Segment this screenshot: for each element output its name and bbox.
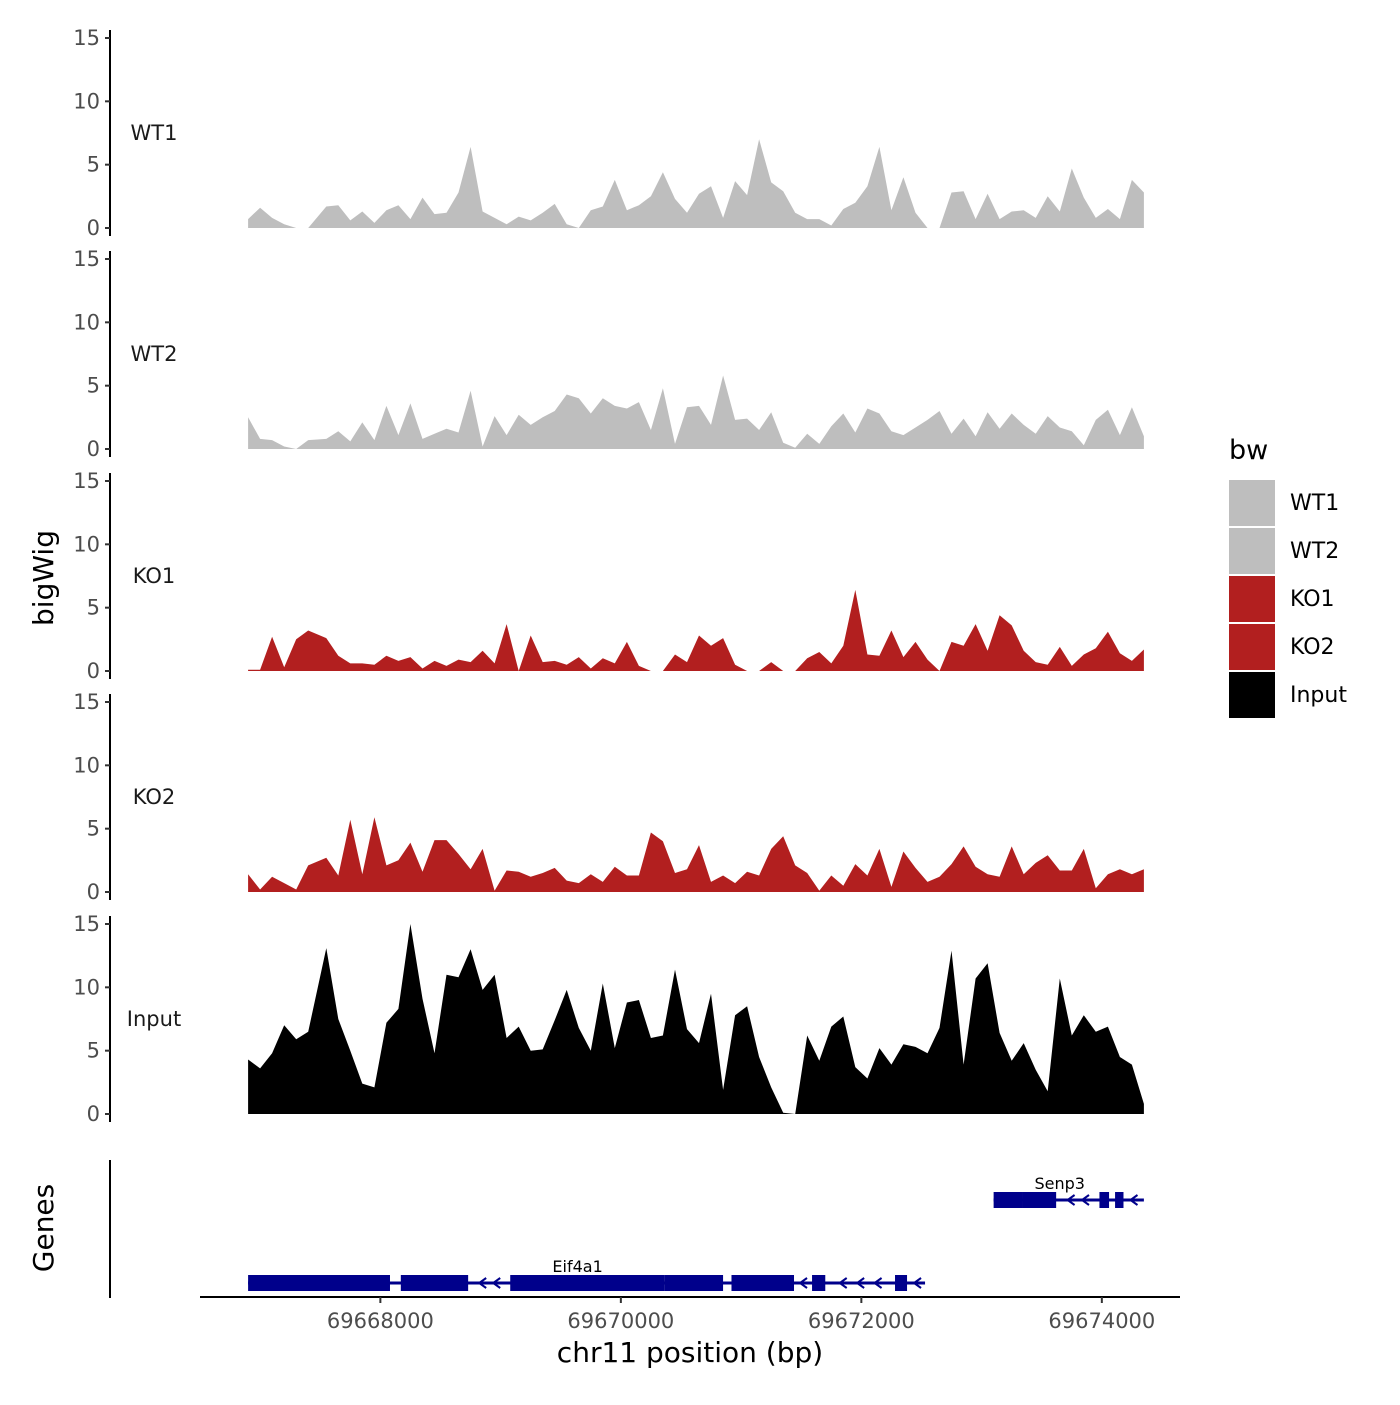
gene-senp3: Senp3 bbox=[993, 1174, 1144, 1208]
track-ko1: 0 5 10 15 KO1 bbox=[73, 469, 1144, 683]
gene-label: Eif4a1 bbox=[552, 1257, 602, 1276]
x-tick-label: 69670000 bbox=[567, 1309, 674, 1333]
legend-swatch bbox=[1229, 528, 1275, 574]
coverage-area-input bbox=[248, 924, 1144, 1114]
coverage-area-ko2 bbox=[248, 817, 1144, 892]
track-input: 0 5 10 15 Input bbox=[73, 912, 1144, 1126]
y-tick-label: 5 bbox=[87, 1039, 100, 1063]
y-tick-label: 0 bbox=[87, 437, 100, 461]
coverage-area-wt2 bbox=[248, 375, 1144, 449]
tracks-panel: 0 5 10 15 WT1 0 5 10 15 WT2 0 5 10 15 KO1 0 5 10 15 KO2 0 5 10… bbox=[73, 26, 1144, 1126]
track-wt1: 0 5 10 15 WT1 bbox=[73, 26, 1144, 240]
x-axis: 69668000 69670000 69672000 69674000 bbox=[200, 1296, 1180, 1333]
y-tick-label: 15 bbox=[73, 26, 100, 50]
strand-arrow bbox=[798, 1277, 808, 1289]
strand-arrow bbox=[1080, 1194, 1090, 1206]
x-tick-label: 69668000 bbox=[327, 1309, 434, 1333]
track-label: KO1 bbox=[133, 564, 176, 588]
legend-label: WT2 bbox=[1290, 539, 1339, 564]
strand-arrow bbox=[1128, 1194, 1139, 1206]
y-tick-label: 10 bbox=[73, 753, 100, 777]
legend-swatch bbox=[1229, 480, 1275, 526]
gene-label: Senp3 bbox=[1035, 1174, 1085, 1193]
legend-label: WT1 bbox=[1290, 491, 1339, 516]
strand-arrow bbox=[1065, 1194, 1076, 1206]
y-tick-label: 15 bbox=[73, 690, 100, 714]
gene-eif4a1: Eif4a1 bbox=[248, 1257, 926, 1291]
y-tick-label: 15 bbox=[73, 912, 100, 936]
gene-exon bbox=[248, 1275, 390, 1291]
coverage-area-ko1 bbox=[248, 589, 1144, 671]
gene-exon bbox=[1022, 1192, 1057, 1208]
strand-arrow bbox=[855, 1277, 865, 1289]
track-label: Input bbox=[127, 1007, 181, 1031]
gene-exon bbox=[400, 1275, 469, 1291]
track-label: WT2 bbox=[131, 342, 178, 366]
legend-label: Input bbox=[1290, 683, 1347, 708]
gene-exon bbox=[812, 1275, 826, 1291]
y-tick-label: 0 bbox=[87, 659, 100, 683]
y-tick-label: 5 bbox=[87, 817, 100, 841]
legend-label: KO2 bbox=[1290, 635, 1335, 660]
track-ko2: 0 5 10 15 KO2 bbox=[73, 690, 1144, 904]
gene-exon bbox=[664, 1275, 724, 1291]
legend-swatch bbox=[1229, 672, 1275, 718]
legend-swatch bbox=[1229, 576, 1275, 622]
x-tick-label: 69672000 bbox=[808, 1309, 915, 1333]
coverage-area-wt1 bbox=[248, 139, 1144, 228]
legend-swatch bbox=[1229, 624, 1275, 670]
y-tick-label: 10 bbox=[73, 89, 100, 113]
legend-label: KO1 bbox=[1290, 587, 1335, 612]
x-axis-title: chr11 position (bp) bbox=[557, 1336, 823, 1369]
gene-exon bbox=[731, 1275, 795, 1291]
strand-arrow bbox=[491, 1277, 501, 1289]
track-label: KO2 bbox=[133, 785, 176, 809]
y-tick-label: 0 bbox=[87, 880, 100, 904]
strand-arrow bbox=[872, 1277, 883, 1289]
y-tick-label: 10 bbox=[73, 310, 100, 334]
gene-exon bbox=[1099, 1192, 1110, 1208]
y-tick-label: 0 bbox=[87, 216, 100, 240]
y-tick-label: 5 bbox=[87, 374, 100, 398]
track-label: WT1 bbox=[131, 121, 178, 145]
strand-arrow bbox=[477, 1277, 487, 1289]
y-tick-label: 5 bbox=[87, 596, 100, 620]
x-tick-label: 69674000 bbox=[1048, 1309, 1155, 1333]
track-wt2: 0 5 10 15 WT2 bbox=[73, 247, 1144, 461]
legend-title: bw bbox=[1229, 435, 1268, 466]
y-tick-label: 10 bbox=[73, 532, 100, 556]
y-tick-label: 5 bbox=[87, 153, 100, 177]
y-tick-label: 15 bbox=[73, 469, 100, 493]
legend: bw WT1 WT2 KO1 KO2 Input bbox=[1229, 435, 1347, 718]
y-tick-label: 15 bbox=[73, 247, 100, 271]
strand-arrow bbox=[912, 1277, 922, 1289]
genes-axis-title: Genes bbox=[27, 1184, 60, 1272]
y-axis-title: bigWig bbox=[27, 530, 60, 626]
y-tick-label: 0 bbox=[87, 1102, 100, 1126]
gene-exon bbox=[895, 1275, 908, 1291]
gene-exon bbox=[993, 1192, 1023, 1208]
gene-exon bbox=[1115, 1192, 1124, 1208]
genes-panel: Senp3 Eif4a1 bbox=[109, 1160, 1144, 1298]
gene-exon bbox=[510, 1275, 665, 1291]
y-tick-label: 10 bbox=[73, 975, 100, 999]
strand-arrow bbox=[837, 1277, 848, 1289]
